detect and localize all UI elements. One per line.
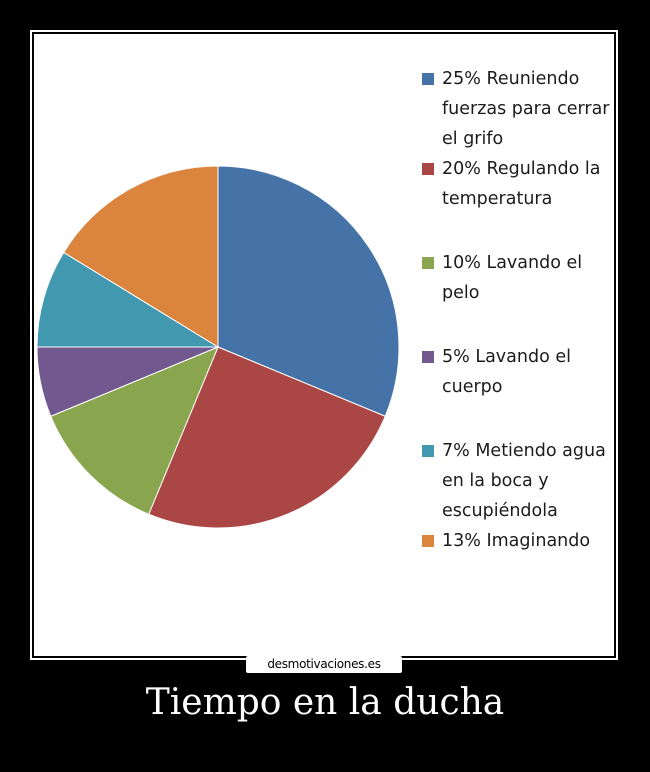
legend-swatch-1 xyxy=(422,73,434,85)
legend-item-4: 5% Lavando el cuerpo xyxy=(418,342,614,402)
legend-swatch-4 xyxy=(422,351,434,363)
pie-slice-1 xyxy=(217,165,400,417)
poster-caption: Tiempo en la ducha xyxy=(145,682,505,723)
pie-slice-5 xyxy=(36,251,220,348)
legend-swatch-2 xyxy=(422,163,434,175)
legend-item-1: 25% Reuniendo fuerzas para cerrar el gri… xyxy=(418,64,614,154)
legend-label-3: 10% Lavando el pelo xyxy=(442,253,583,303)
legend-label-5: 7% Metiendo agua en la boca y escupiéndo… xyxy=(442,441,606,521)
legend-swatch-6 xyxy=(422,535,434,547)
legend-item-5: 7% Metiendo agua en la boca y escupiéndo… xyxy=(418,436,614,526)
legend-label-4: 5% Lavando el cuerpo xyxy=(442,347,571,397)
chart-legend: 25% Reuniendo fuerzas para cerrar el gri… xyxy=(418,64,614,556)
chart-area: 25% Reuniendo fuerzas para cerrar el gri… xyxy=(34,34,614,656)
watermark[interactable]: desmotivaciones.es xyxy=(246,656,402,673)
pie-chart xyxy=(36,165,400,529)
legend-label-1: 25% Reuniendo fuerzas para cerrar el gri… xyxy=(442,69,610,149)
legend-swatch-5 xyxy=(422,445,434,457)
pie-slice-2 xyxy=(148,346,386,529)
legend-item-6: 13% Imaginando xyxy=(418,526,614,556)
pie-slice-6 xyxy=(62,165,219,348)
legend-label-2: 20% Regulando la temperatura xyxy=(442,159,601,209)
legend-label-6: 13% Imaginando xyxy=(442,531,591,551)
pie-slice-3 xyxy=(50,346,219,515)
legend-item-2: 20% Regulando la temperatura xyxy=(418,154,614,214)
legend-swatch-3 xyxy=(422,257,434,269)
legend-item-3: 10% Lavando el pelo xyxy=(418,248,614,308)
